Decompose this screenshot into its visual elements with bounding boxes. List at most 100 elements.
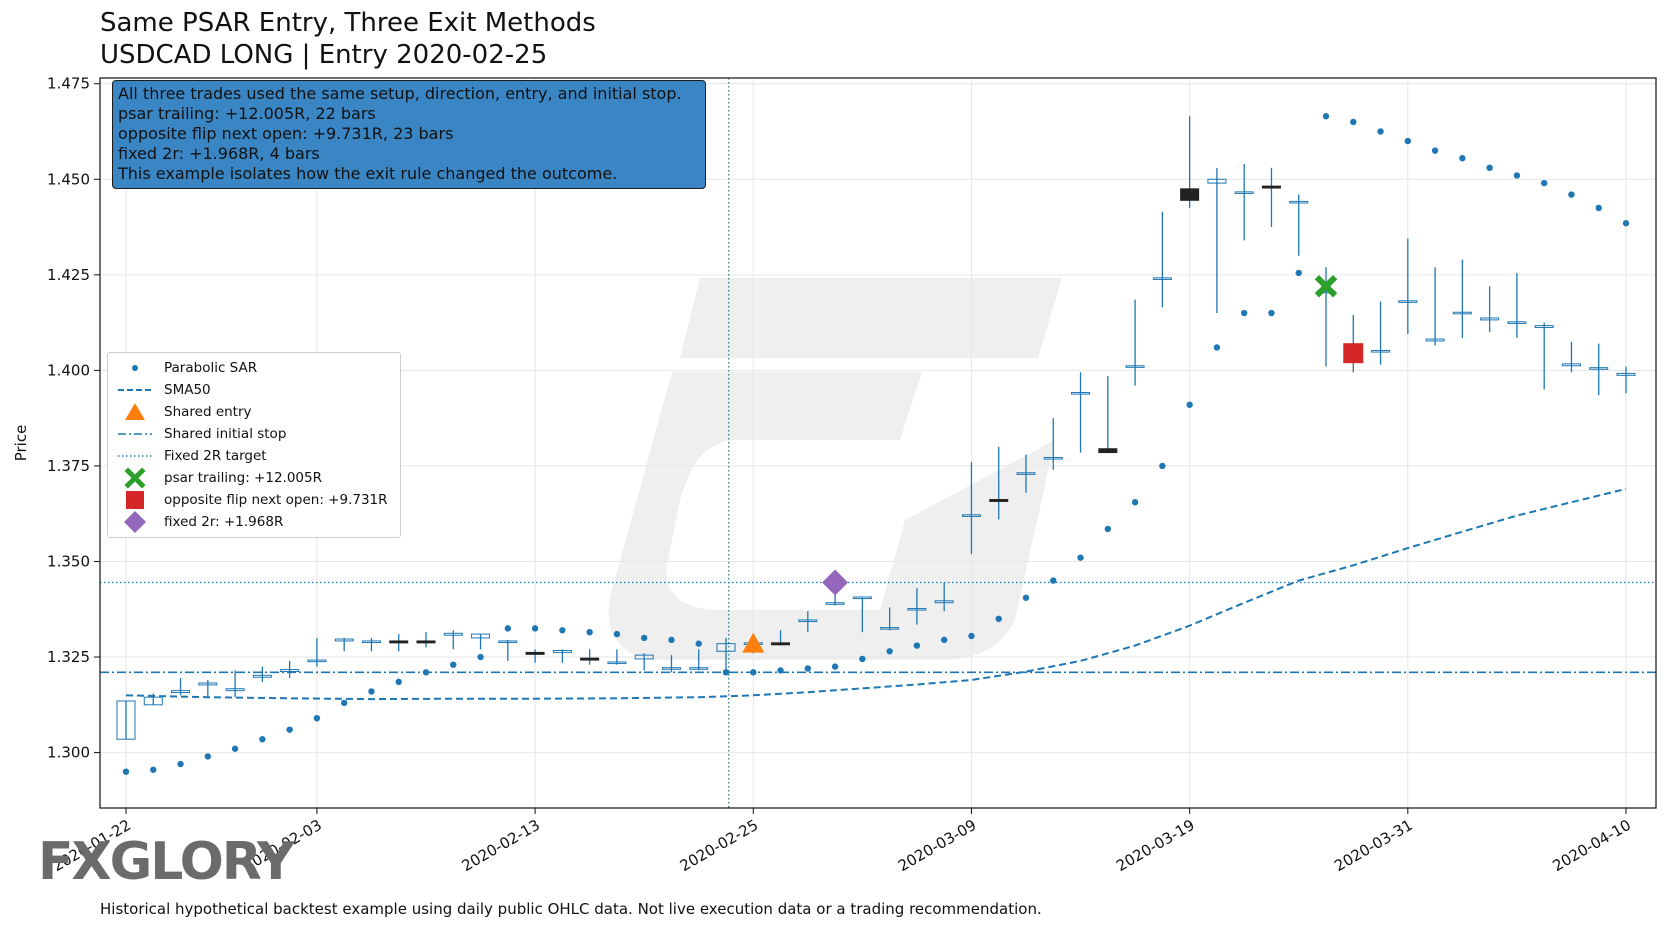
candle-body (1207, 178, 1227, 184)
candle-body (334, 638, 354, 642)
psar-point (750, 669, 757, 676)
legend-psar-icon (132, 365, 138, 371)
candle-body (1289, 200, 1309, 204)
candle (334, 637, 354, 652)
x-tick-label: 2020-02-13 (459, 816, 544, 875)
legend-dotted-line-icon (118, 455, 152, 457)
candle (116, 700, 136, 740)
candle-body (1071, 392, 1091, 395)
candle-body (961, 514, 981, 517)
psar-point (1568, 191, 1575, 198)
psar-series (122, 113, 1630, 775)
candle-body (198, 682, 218, 686)
psar-point (1404, 137, 1412, 145)
psar-point (1459, 155, 1466, 162)
candle (1480, 286, 1500, 333)
reference-lines (100, 78, 1656, 808)
candle-body (1125, 365, 1145, 368)
candle-body (1152, 277, 1172, 280)
y-tick-label: 1.350 (47, 552, 90, 570)
psar-point (1431, 147, 1439, 154)
legend-dashdot-line-icon (118, 433, 152, 435)
legend-item-stop: Shared initial stop (114, 423, 394, 445)
candle-body (1480, 317, 1500, 321)
info-line: This example isolates how the exit rule … (118, 164, 618, 183)
psar-point (913, 642, 921, 649)
psar-point (940, 636, 948, 644)
psar-point (477, 653, 484, 661)
candle-body (116, 700, 136, 740)
candle-body (280, 669, 300, 673)
candle-body (907, 607, 927, 611)
trade-markers (742, 275, 1364, 653)
psar-point (1595, 204, 1602, 212)
watermark-shape (680, 278, 1062, 358)
legend-item-entry: Shared entry (114, 401, 394, 423)
legend-square-icon (126, 491, 144, 509)
candle (1452, 259, 1472, 338)
psar-point (395, 678, 402, 686)
candle (934, 582, 954, 612)
candle-body (1561, 363, 1581, 367)
psar-point (1104, 525, 1112, 533)
psar-point (1131, 499, 1139, 506)
candle (1425, 267, 1445, 346)
candle-body (771, 642, 791, 646)
legend-item-exit-fixed: fixed 2r: +1.968R (114, 511, 394, 533)
legend-dashed-line-icon (118, 389, 152, 391)
psar-point (668, 636, 675, 644)
legend-label: Parabolic SAR (164, 360, 258, 376)
candle-body (607, 661, 627, 665)
candle (307, 637, 327, 667)
candle-body (1452, 311, 1472, 315)
brand-logo: FXGLORY (38, 832, 295, 892)
candle (907, 588, 927, 625)
candle-body (1425, 338, 1445, 342)
info-line: psar trailing: +12.005R, 22 bars (118, 104, 376, 123)
candle (361, 637, 381, 652)
psar-point (422, 669, 430, 676)
candle-body (1371, 349, 1391, 353)
psar-point (559, 627, 566, 634)
candle (989, 446, 1009, 520)
entry-marker (742, 632, 765, 653)
psar-point (1322, 113, 1330, 120)
psar-point (804, 665, 812, 672)
chart-title: Same PSAR Entry, Three Exit Methods (100, 8, 596, 38)
candle-body (143, 696, 163, 706)
candle-body (880, 627, 900, 630)
psar-point (1377, 128, 1384, 135)
candle (1507, 272, 1527, 338)
candle-body (307, 659, 327, 663)
psar-point (450, 661, 457, 668)
psar-point (1077, 554, 1084, 561)
legend-item-target: Fixed 2R target (114, 445, 394, 467)
legend-item-sma: SMA50 (114, 379, 394, 401)
opposite-flip-exit-marker (1343, 343, 1364, 364)
legend-triangle-icon (125, 403, 145, 420)
y-axis-label: Price (12, 425, 30, 462)
candle-body (1043, 456, 1063, 460)
candle (498, 639, 518, 661)
candle (1234, 163, 1254, 241)
candle-body (934, 600, 954, 604)
psar-point (1350, 118, 1357, 126)
x-tick-label: 2020-03-19 (1113, 816, 1198, 875)
candle-body (825, 602, 845, 605)
legend-item-exit-psar: psar trailing: +12.005R (114, 467, 394, 489)
candle (1289, 194, 1309, 256)
candle (552, 649, 572, 663)
psar-point (177, 760, 184, 768)
psar-point (1240, 309, 1248, 317)
psar-point (1622, 220, 1630, 227)
candle (1371, 301, 1391, 365)
psar-point (504, 625, 512, 632)
candle-body (1234, 191, 1254, 194)
psar-point (1186, 401, 1193, 408)
legend-item-psar: Parabolic SAR (114, 357, 394, 379)
candle-body (1616, 372, 1636, 376)
psar-trailing-exit-marker (1314, 275, 1338, 298)
candle (852, 596, 872, 633)
candle (1043, 418, 1063, 470)
y-tick-label: 1.400 (47, 361, 90, 379)
